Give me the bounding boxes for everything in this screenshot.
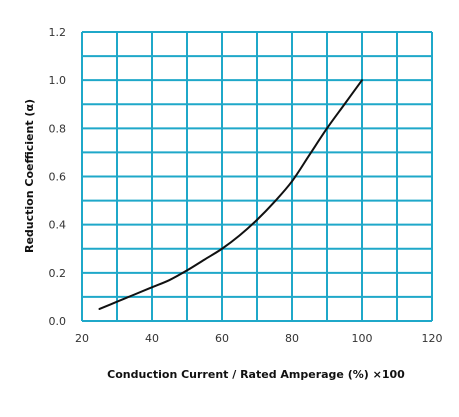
x-tick-label-1: 40: [145, 332, 159, 345]
y-tick-label-5: 1.0: [49, 74, 67, 87]
x-axis-title: Conduction Current / Rated Amperage (%) …: [107, 368, 405, 381]
y-tick-label-2: 0.4: [49, 219, 67, 232]
x-tick-label-0: 20: [75, 332, 89, 345]
x-tick-label-5: 120: [422, 332, 443, 345]
tick-labels: 20 40 60 80 100 120 0.0 0.2 0.4 0.6 0.8 1.0 1.2: [49, 26, 443, 345]
x-tick-label-4: 100: [352, 332, 373, 345]
x-tick-label-2: 60: [215, 332, 229, 345]
y-tick-label-1: 0.2: [49, 267, 67, 280]
y-axis-title: Reduction Coefficient (α): [23, 99, 36, 253]
y-tick-label-3: 0.6: [49, 171, 67, 184]
y-tick-label-6: 1.2: [49, 26, 67, 39]
y-tick-label-4: 0.8: [49, 122, 67, 135]
series-layer: [98, 79, 363, 310]
series-line-0: [98, 79, 363, 310]
y-tick-label-0: 0.0: [49, 315, 67, 328]
x-tick-label-3: 80: [285, 332, 299, 345]
grid-lines: [81, 31, 433, 322]
